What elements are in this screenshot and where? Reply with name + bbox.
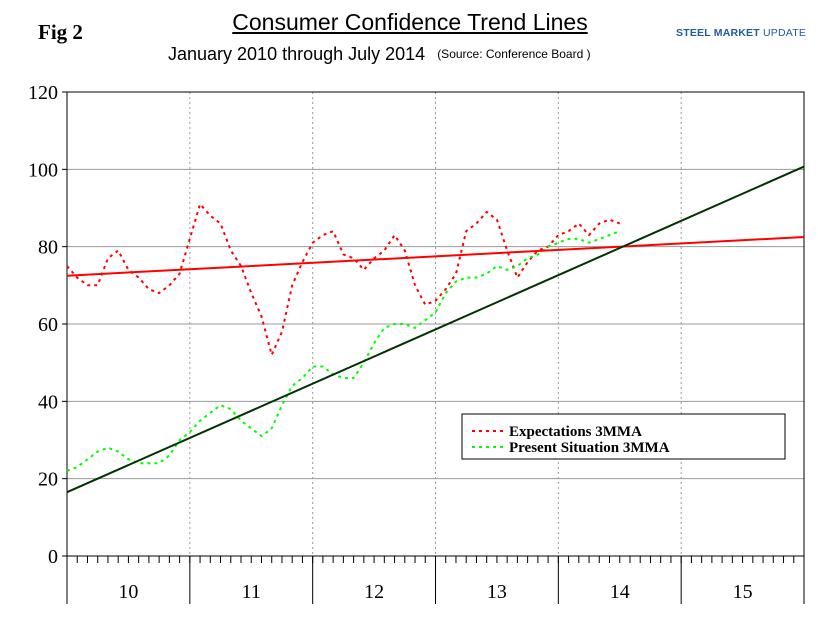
chart-subtitle-text: January 2010 through July 2014	[168, 44, 426, 64]
y-tick-label: 80	[38, 237, 58, 259]
grid-lines	[67, 91, 804, 556]
axes: 0 20 40 60 80 100 120 10 11 12 13 14 15	[28, 82, 805, 604]
x-year-label: 15	[733, 581, 753, 603]
series-line-expectations-3mma	[66, 203, 621, 356]
y-tick-label: 100	[28, 159, 58, 181]
x-year-label: 13	[487, 581, 507, 603]
figure-label: Fig 2	[38, 20, 83, 44]
x-year-label: 14	[610, 581, 630, 603]
y-tick-label: 0	[48, 546, 58, 568]
series-line-expectations-trend	[66, 236, 805, 277]
y-tick-label: 60	[38, 314, 58, 336]
x-year-label: 10	[118, 581, 138, 603]
y-tick-label: 120	[28, 82, 58, 104]
y-tick-label: 20	[38, 469, 58, 491]
legend-label-expectations: Expectations 3MMA	[509, 424, 642, 440]
brand-logo-thin: UPDATE	[759, 27, 807, 39]
x-year-label: 12	[364, 581, 384, 603]
series-line-present-situation-trend	[66, 165, 805, 494]
chart-title: Consumer Confidence Trend Lines	[170, 9, 650, 36]
y-tick-label: 40	[38, 391, 58, 413]
legend-box	[461, 413, 786, 460]
brand-logo-bold: STEEL MARKET	[676, 27, 760, 39]
legend: Expectations 3MMA Present Situation 3MMA	[461, 413, 786, 460]
chart-subtitle: January 2010 through July 2014 (Source: C…	[168, 44, 591, 65]
x-year-label: 11	[242, 581, 261, 603]
legend-label-present: Present Situation 3MMA	[509, 440, 670, 456]
brand-logo: STEEL MARKET UPDATE	[676, 27, 806, 39]
source-note: (Source: Conference Board )	[437, 47, 591, 61]
chart-title-text: Consumer Confidence Trend Lines	[232, 9, 588, 35]
series-group	[66, 165, 805, 494]
